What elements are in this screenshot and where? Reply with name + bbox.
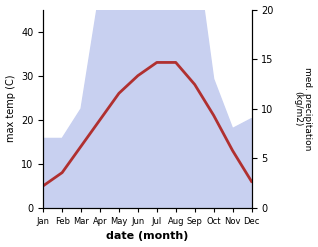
Y-axis label: med. precipitation
(kg/m2): med. precipitation (kg/m2) bbox=[293, 67, 313, 150]
X-axis label: date (month): date (month) bbox=[106, 231, 189, 242]
Y-axis label: max temp (C): max temp (C) bbox=[5, 75, 16, 143]
